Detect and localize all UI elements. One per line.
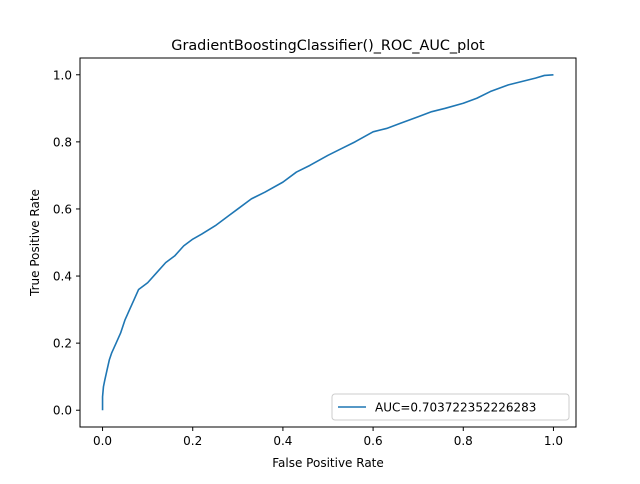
x-tick-label: 1.0 bbox=[544, 434, 563, 448]
y-tick-label: 0.0 bbox=[53, 404, 72, 418]
y-axis-label: True Positive Rate bbox=[28, 189, 42, 297]
x-tick-label: 0.8 bbox=[454, 434, 473, 448]
legend-series-label: AUC=0.703722352226283 bbox=[375, 401, 536, 415]
x-axis-ticks: 0.0 0.2 0.4 0.6 0.8 1.0 bbox=[93, 427, 563, 448]
legend: AUC=0.703722352226283 bbox=[331, 393, 570, 421]
x-tick-label: 0.2 bbox=[183, 434, 202, 448]
y-axis-ticks: 0.0 0.2 0.4 0.6 0.8 1.0 bbox=[53, 68, 80, 418]
y-tick-label: 0.2 bbox=[53, 337, 72, 351]
y-tick-label: 1.0 bbox=[53, 68, 72, 82]
y-tick-label: 0.4 bbox=[53, 270, 72, 284]
x-tick-label: 0.4 bbox=[273, 434, 292, 448]
x-tick-label: 0.0 bbox=[93, 434, 112, 448]
plot-frame bbox=[79, 57, 577, 428]
legend-box bbox=[331, 393, 570, 421]
chart-title: GradientBoostingClassifier()_ROC_AUC_plo… bbox=[171, 38, 485, 54]
x-tick-label: 0.6 bbox=[364, 434, 383, 448]
x-axis-label: False Positive Rate bbox=[272, 456, 384, 470]
roc-curve-line bbox=[101, 73, 554, 411]
y-tick-label: 0.8 bbox=[53, 135, 72, 149]
y-tick-label: 0.6 bbox=[53, 202, 72, 216]
plot-lines bbox=[101, 73, 554, 411]
